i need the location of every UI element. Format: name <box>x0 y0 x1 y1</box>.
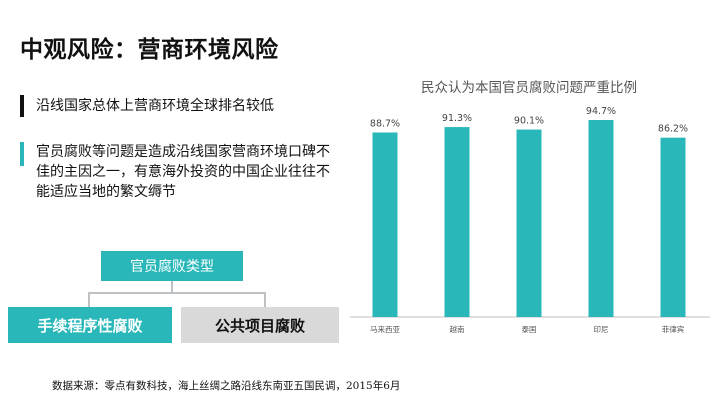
x-tick-label-1: 马来西亚 <box>370 325 400 334</box>
bullet-text: 官员腐败等问题是造成沿线国家营商环境口碑不佳的主因之一，有意海外投资的中国企业往… <box>36 144 330 200</box>
x-tick-label-2: 越南 <box>450 324 465 334</box>
x-tick-label-3: 泰国 <box>522 324 537 334</box>
source-note: 数据来源：零点有数科技，海上丝绸之路沿线东南亚五国民调，2015年6月 <box>52 380 401 392</box>
bullet-marker <box>20 142 24 166</box>
diagram-connector-bar <box>88 292 266 294</box>
x-tick-label-5: 菲律宾 <box>662 324 685 334</box>
bar-value-label-5: 86.2% <box>658 124 688 135</box>
bar-value-label-2: 91.3% <box>442 113 472 124</box>
bar-1 <box>372 132 398 317</box>
page-title: 中观风险：营商环境风险 <box>20 37 279 63</box>
chart-title: 民众认为本国官员腐败问题严重比例 <box>421 80 637 96</box>
bar-4 <box>588 120 614 317</box>
bullet-marker <box>20 95 24 117</box>
bullet-text: 沿线国家总体上营商环境全球排名较低 <box>36 98 274 114</box>
bar-3 <box>516 129 542 317</box>
diagram-root-box: 官员腐败类型 <box>101 251 243 281</box>
bullet-item-ranking: 沿线国家总体上营商环境全球排名较低 <box>20 95 342 117</box>
x-tick-label-4: 印尼 <box>594 325 609 334</box>
bar-value-label-4: 94.7% <box>586 106 616 117</box>
bar-value-label-1: 88.7% <box>370 118 400 129</box>
diagram-leaf-procedural: 手续程序性腐败 <box>8 307 172 343</box>
diagram-connector-right <box>264 292 266 308</box>
diagram-leaf-public-project: 公共项目腐败 <box>181 307 339 343</box>
bar-2 <box>444 127 470 317</box>
bar-value-label-3: 90.1% <box>514 116 544 127</box>
bullet-item-corruption: 官员腐败等问题是造成沿线国家营商环境口碑不佳的主因之一，有意海外投资的中国企业往… <box>20 142 342 202</box>
bar-5 <box>660 137 686 317</box>
diagram-connector-left <box>88 292 90 308</box>
diagram-connector-stem <box>171 281 173 293</box>
